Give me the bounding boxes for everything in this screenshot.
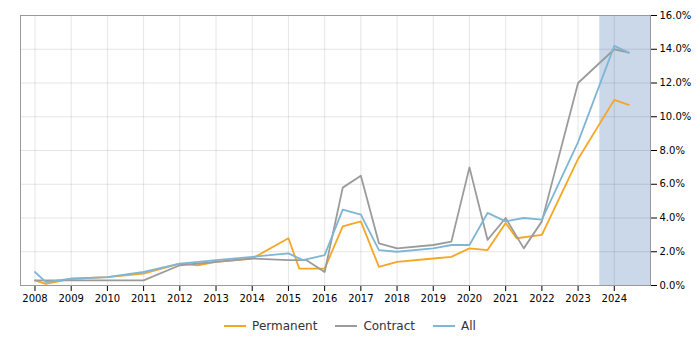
svg-text:6.0%: 6.0% — [660, 178, 685, 189]
svg-text:2020: 2020 — [457, 293, 482, 304]
svg-text:2018: 2018 — [384, 293, 409, 304]
svg-text:12.0%: 12.0% — [660, 77, 692, 88]
svg-text:2009: 2009 — [58, 293, 83, 304]
svg-text:2015: 2015 — [276, 293, 301, 304]
svg-text:2024: 2024 — [602, 293, 627, 304]
svg-text:2008: 2008 — [22, 293, 47, 304]
svg-text:8.0%: 8.0% — [660, 145, 685, 156]
svg-text:2012: 2012 — [167, 293, 192, 304]
svg-text:16.0%: 16.0% — [660, 10, 692, 21]
svg-text:14.0%: 14.0% — [660, 43, 692, 54]
html-text:Contract: Contract — [363, 319, 415, 333]
html-text:All: All — [461, 319, 476, 333]
html-text:Permanent: Permanent — [252, 319, 318, 333]
svg-text:2014: 2014 — [239, 293, 264, 304]
svg-text:2017: 2017 — [348, 293, 373, 304]
svg-text:2013: 2013 — [203, 293, 228, 304]
svg-text:2011: 2011 — [131, 293, 156, 304]
svg-text:2019: 2019 — [421, 293, 446, 304]
svg-text:2022: 2022 — [529, 293, 554, 304]
svg-text:10.0%: 10.0% — [660, 111, 692, 122]
svg-text:2021: 2021 — [493, 293, 518, 304]
svg-text:2016: 2016 — [312, 293, 337, 304]
svg-text:2023: 2023 — [565, 293, 590, 304]
svg-text:2010: 2010 — [95, 293, 120, 304]
svg-text:4.0%: 4.0% — [660, 212, 685, 223]
svg-text:2.0%: 2.0% — [660, 246, 685, 257]
svg-text:0.0%: 0.0% — [660, 280, 685, 291]
